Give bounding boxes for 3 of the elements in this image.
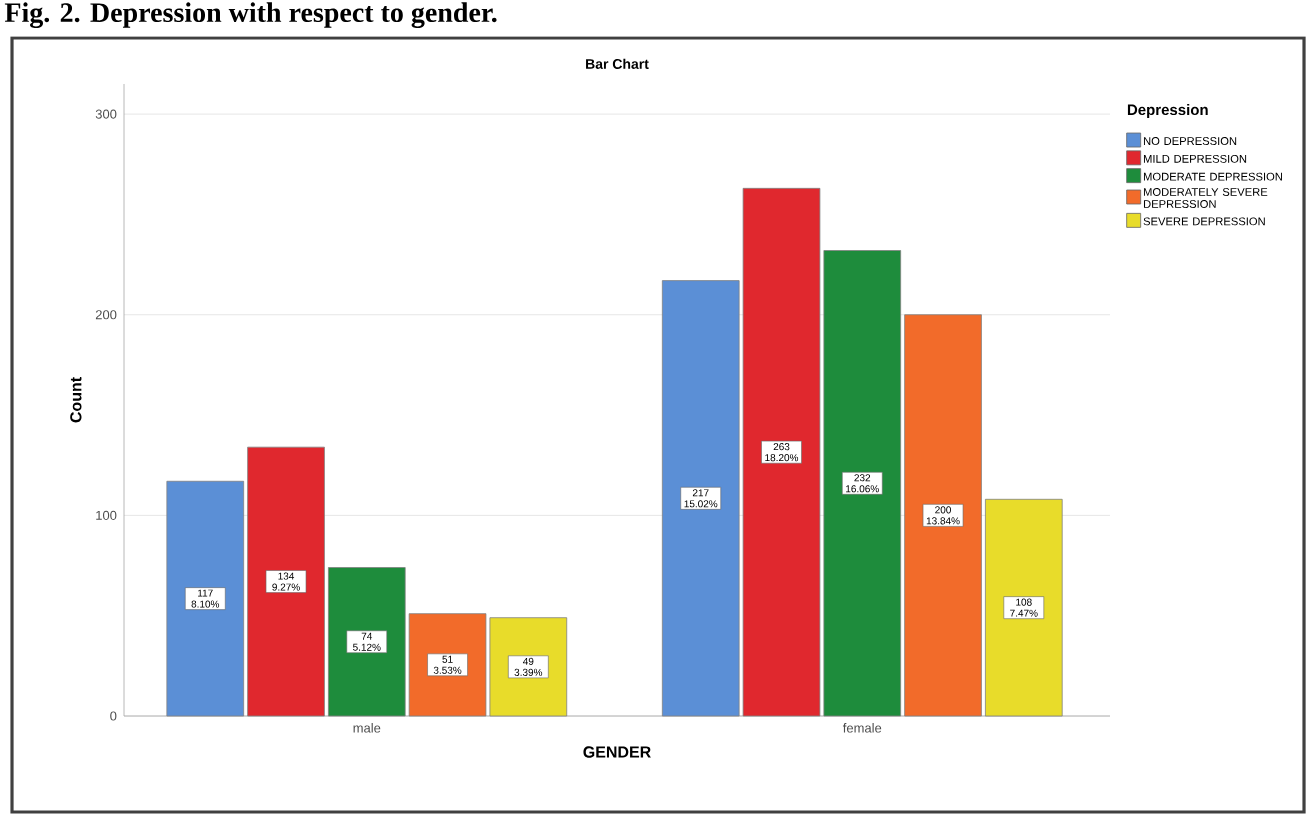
y-axis-title: Count xyxy=(70,377,82,423)
x-axis-title: GENDER xyxy=(583,746,651,758)
caption: Fig. 2. Depression with respect to gender. xyxy=(4,2,497,28)
